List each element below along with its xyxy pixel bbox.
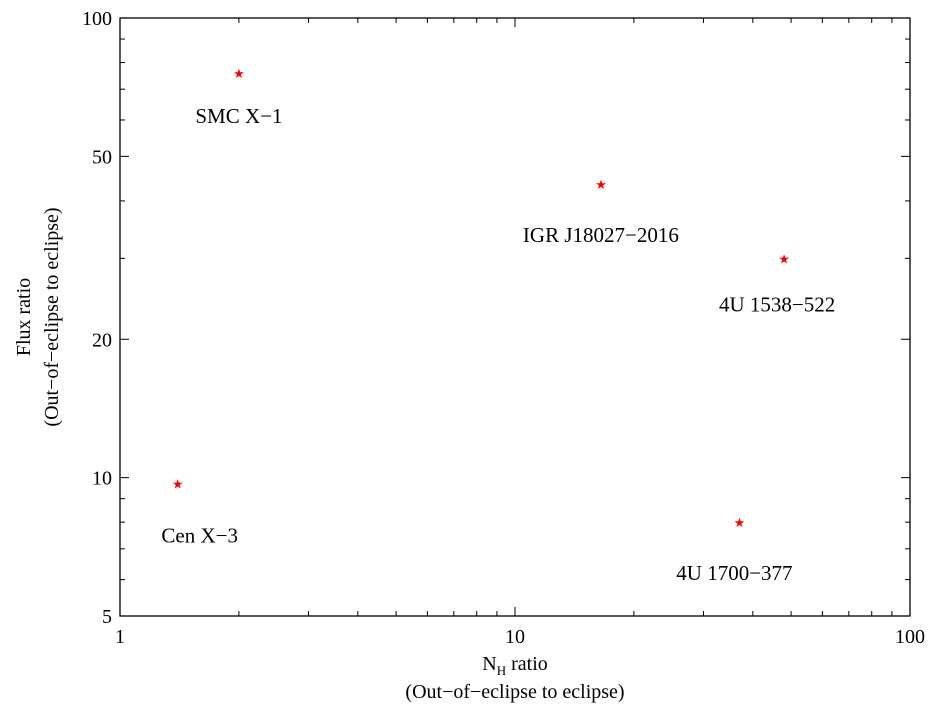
x-tick-label: 10 bbox=[505, 626, 525, 648]
axis-ticks: 1 10 100 5 10 20 50 100 bbox=[82, 8, 925, 648]
data-point-label: 4U 1700−377 bbox=[676, 561, 792, 585]
x-tick-label: 1 bbox=[115, 626, 125, 648]
x-axis-label: NH ratio bbox=[482, 653, 548, 678]
y-axis-label: Flux ratio bbox=[13, 278, 35, 356]
x-axis-label-line2: (Out−of−eclipse to eclipse) bbox=[405, 681, 624, 703]
data-point-label: IGR J18027−2016 bbox=[523, 223, 679, 247]
y-tick-label: 50 bbox=[92, 146, 112, 168]
data-points: ★ SMC X−1 ★ IGR J18027−2016 ★ 4U 1538−522 ★ Cen… bbox=[161, 67, 835, 585]
x-tick-label: 100 bbox=[895, 626, 925, 648]
data-point-marker: ★ bbox=[595, 178, 607, 193]
y-axis-label-line2: (Out−of−eclipse to eclipse) bbox=[41, 207, 63, 426]
y-tick-label: 5 bbox=[102, 606, 112, 628]
data-point-marker: ★ bbox=[233, 67, 245, 82]
data-point-marker: ★ bbox=[734, 516, 746, 531]
x-axis-label-subscript: H bbox=[497, 663, 506, 678]
x-axis-label-suffix: ratio bbox=[506, 653, 548, 675]
data-point-label: 4U 1538−522 bbox=[719, 292, 835, 316]
data-point-marker: ★ bbox=[172, 478, 184, 493]
data-point-label: Cen X−3 bbox=[161, 524, 238, 548]
y-tick-label: 100 bbox=[82, 8, 112, 30]
y-tick-label: 20 bbox=[92, 329, 112, 351]
y-tick-label: 10 bbox=[92, 468, 112, 490]
data-point-label: SMC X−1 bbox=[195, 104, 282, 128]
data-point-marker: ★ bbox=[778, 252, 790, 267]
